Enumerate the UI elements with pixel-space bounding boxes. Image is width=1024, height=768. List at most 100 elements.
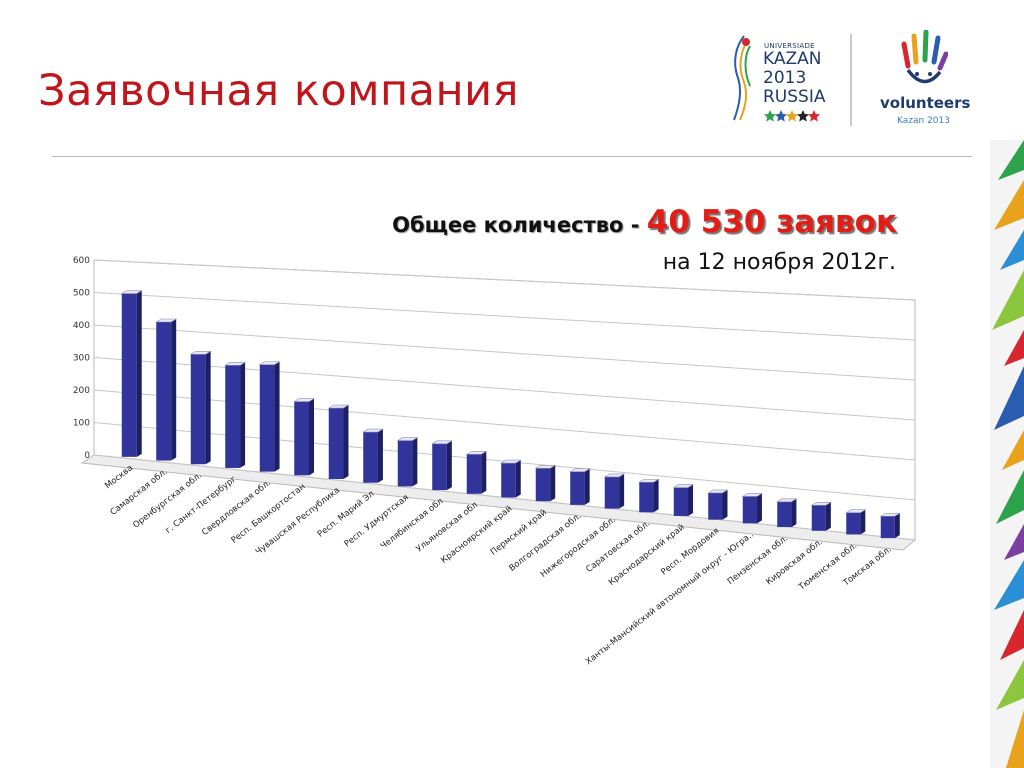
bar — [603, 473, 626, 509]
bar-side — [240, 362, 246, 468]
bar-side — [894, 513, 900, 539]
total-label: Общее количество - — [392, 213, 647, 237]
bar — [362, 428, 385, 483]
logo-divider — [850, 34, 852, 126]
x-tick-label: Волгоградская обл. — [507, 511, 583, 573]
bar-front — [259, 364, 275, 472]
bar — [672, 484, 695, 516]
bar-side — [791, 498, 797, 528]
gridline — [93, 259, 916, 301]
bar-side — [515, 460, 521, 498]
bar — [845, 509, 867, 535]
bar-top — [465, 450, 488, 455]
bar-top — [707, 489, 729, 494]
y-tick-label: 300 — [73, 354, 90, 364]
bar-top — [258, 361, 281, 365]
bar-front — [742, 496, 757, 524]
bar-top — [362, 428, 385, 433]
x-tick-label: Нижегородская обл. — [539, 515, 618, 580]
bar — [155, 318, 178, 461]
gridline — [93, 324, 916, 381]
title-divider — [52, 156, 972, 157]
bar — [465, 450, 488, 494]
bar — [431, 440, 453, 491]
bar-front — [190, 354, 206, 465]
bar — [707, 489, 729, 520]
bar-top — [189, 350, 212, 355]
x-tick-label: Оренбургская обл. — [131, 471, 204, 531]
bar-front — [466, 454, 482, 494]
total-date: на 12 ноября 2012г. — [662, 250, 896, 275]
bar-top — [155, 318, 178, 323]
x-tick-label: Свердловская обл. — [200, 478, 273, 538]
bar — [810, 501, 832, 531]
bar-top — [293, 398, 316, 402]
universiade-city: KAZAN — [763, 49, 822, 69]
bar — [569, 468, 591, 505]
volunteers-logo: volunteers Kazan 2013 — [870, 30, 980, 130]
bar-side — [722, 489, 728, 520]
bar-top — [845, 509, 867, 514]
y-tick-label: 500 — [73, 289, 90, 299]
bar-side — [446, 440, 452, 491]
universiade-label: UNIVERSIADE — [764, 42, 815, 50]
bar-top — [879, 512, 901, 517]
bar-top — [500, 459, 522, 464]
bar — [500, 459, 522, 498]
bar — [638, 478, 660, 513]
bar — [776, 498, 798, 528]
bar-side — [412, 437, 418, 487]
bar-front — [121, 293, 137, 457]
bar-top — [534, 464, 557, 469]
volunteers-wordmark: volunteers — [880, 94, 971, 112]
bar-side — [688, 484, 694, 516]
y-tick-label: 400 — [73, 321, 90, 331]
bar-top — [224, 362, 247, 366]
x-tick-label: г. Санкт-Петербург — [164, 474, 239, 536]
bar-front — [811, 505, 826, 531]
bar-top — [603, 473, 626, 478]
bar-top — [672, 484, 695, 488]
bar — [327, 404, 350, 480]
bar-front — [432, 443, 447, 491]
bar-side — [171, 318, 177, 461]
bar-side — [825, 502, 831, 531]
bar-top — [638, 478, 660, 483]
bar-front — [501, 463, 516, 498]
bar-side — [653, 479, 659, 513]
bar — [120, 290, 143, 457]
bar-top — [431, 440, 453, 445]
universiade-flame-icon — [733, 35, 751, 121]
bar-side — [205, 351, 211, 465]
slide-title: Заявочная компания — [38, 66, 519, 116]
bar-front — [225, 365, 241, 468]
bar-front — [604, 476, 620, 509]
bar-top — [120, 290, 143, 294]
bar — [189, 350, 212, 465]
bar-front — [777, 501, 792, 528]
bar-front — [846, 512, 861, 535]
bar-side — [309, 398, 315, 476]
bar — [224, 362, 247, 468]
bar-front — [156, 321, 172, 461]
bar-top — [396, 437, 419, 441]
x-tick-label: Москва — [103, 463, 135, 491]
bar — [396, 437, 419, 487]
bar-side — [584, 468, 590, 505]
x-tick-label: Красноярский край — [439, 504, 514, 566]
bar-front — [397, 440, 413, 487]
universiade-country: RUSSIA — [763, 87, 826, 107]
y-tick-label: 100 — [73, 419, 90, 429]
bar-front — [570, 471, 585, 505]
y-tick-label: 200 — [73, 386, 90, 396]
bar-top — [569, 468, 591, 472]
bar-side — [619, 473, 625, 509]
bar — [258, 361, 281, 472]
x-tick-label: Краснодарский край — [607, 522, 687, 587]
bar-front — [294, 401, 310, 476]
universiade-logo: UNIVERSIADE KAZAN 2013 RUSSIA — [728, 32, 826, 128]
bar-side — [136, 290, 142, 457]
bar-side — [481, 451, 487, 494]
x-tick-label: Респ. Удмуртская — [343, 493, 411, 549]
y-tick-label: 0 — [84, 451, 90, 461]
